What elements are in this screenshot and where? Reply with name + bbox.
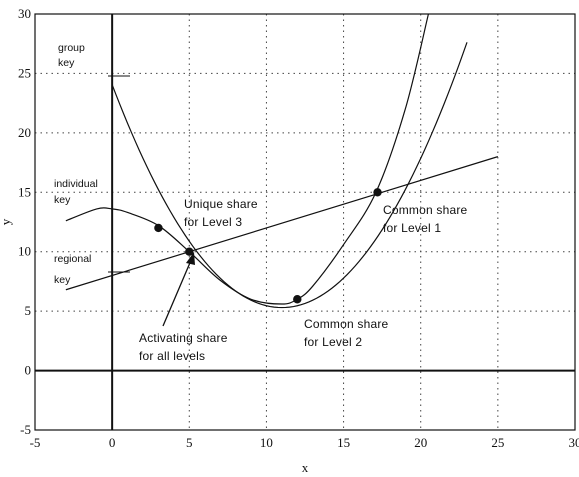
x-tick-label: 20 (414, 435, 427, 450)
y-tick-label: 25 (18, 65, 31, 80)
curves (65, 14, 499, 309)
data-point (185, 247, 194, 256)
individual-key-label-line2: key (54, 194, 71, 206)
y-tick-label: 5 (25, 303, 32, 318)
x-tick-label: 15 (337, 435, 350, 450)
y-tick-label: 10 (18, 244, 31, 259)
x-tick-label: 0 (109, 435, 116, 450)
activating-share-label-line2: for all levels (139, 349, 205, 363)
y-tick-label: 20 (18, 125, 31, 140)
y-tick-label: 15 (18, 184, 31, 199)
common-share-2-label-line2: for Level 2 (304, 335, 362, 349)
x-tick-label: 10 (260, 435, 273, 450)
cubic-series-line (65, 14, 430, 305)
x-tick-label: -5 (30, 435, 41, 450)
activating-share-arrowhead (186, 252, 195, 265)
unique-share-label-line2: for Level 3 (184, 215, 242, 229)
y-tick-label: 30 (18, 6, 31, 21)
activating-share-arrow (162, 257, 193, 327)
data-point (154, 223, 163, 233)
line-series-line (65, 156, 499, 291)
regional-key-label-line2: key (54, 274, 71, 286)
points (154, 188, 382, 304)
y-axis-label: y (0, 218, 13, 225)
common-share-2-label-line1: Common share (304, 317, 389, 331)
group-key-label-line2: key (58, 57, 75, 69)
group-key-label-line1: group (58, 42, 85, 54)
x-tick-label: 25 (491, 435, 504, 450)
plot-frame (34, 13, 576, 431)
data-point (373, 188, 382, 197)
data-point (293, 295, 302, 304)
individual-key-label-line1: individual (54, 178, 98, 190)
unique-share-label-line1: Unique share (184, 197, 258, 211)
activating-share-label-line1: Activating share (139, 331, 228, 345)
parabola-series-line (111, 42, 468, 309)
regional-key-label-line1: regional (54, 253, 91, 265)
y-tick-label: 0 (25, 363, 32, 378)
x-tick-label: 5 (186, 435, 193, 450)
common-share-1-label-line1: Common share (383, 203, 468, 217)
x-tick-label: 30 (569, 435, 579, 450)
x-axis-label: x (302, 460, 309, 475)
y-tick-label: -5 (20, 422, 31, 437)
tick-labels: -5 0 5 10 15 20 25 30 -5 0 5 10 15 20 25 30 (18, 6, 579, 450)
zero-lines (35, 14, 575, 430)
common-share-1-label-line2: for Level 1 (383, 221, 441, 235)
